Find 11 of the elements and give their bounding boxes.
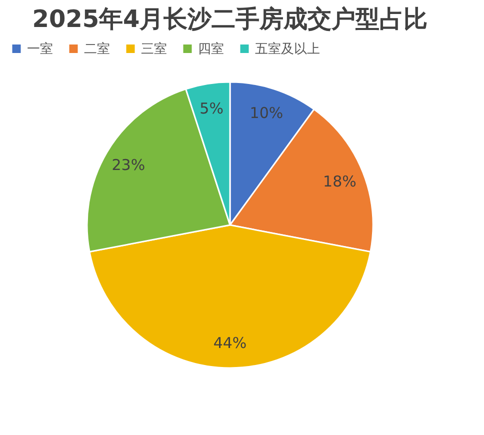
data-label: 23% <box>112 156 146 174</box>
legend-label: 一室 <box>27 40 53 57</box>
legend-label: 五室及以上 <box>255 40 320 57</box>
legend-label: 三室 <box>141 40 167 57</box>
legend-label: 四室 <box>198 40 224 57</box>
chart-title: 2025年4月长沙二手房成交户型占比 <box>32 5 428 33</box>
legend-label: 二室 <box>84 40 110 57</box>
data-label: 18% <box>323 172 356 191</box>
data-label: 10% <box>250 104 284 122</box>
data-label: 44% <box>213 334 247 352</box>
data-label: 5% <box>200 99 224 118</box>
